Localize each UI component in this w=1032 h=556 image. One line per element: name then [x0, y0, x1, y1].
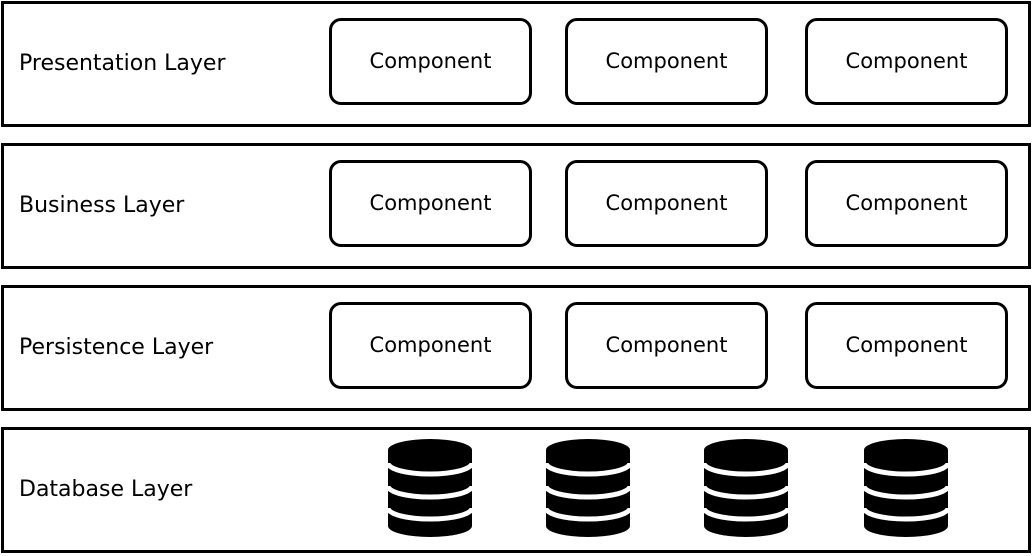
layer-label: Database Layer: [19, 477, 193, 502]
component-box: Component: [329, 302, 532, 389]
database-icon: [863, 439, 949, 537]
component-box: Component: [565, 18, 768, 105]
persistence-layer: Persistence Layer Component Component Co…: [1, 285, 1031, 411]
layer-label: Persistence Layer: [19, 335, 214, 360]
database-icon: [387, 439, 473, 537]
business-layer: Business Layer Component Component Compo…: [1, 143, 1031, 269]
component-box: Component: [565, 160, 768, 247]
presentation-layer: Presentation Layer Component Component C…: [1, 1, 1031, 127]
database-icon: [703, 439, 789, 537]
component-box: Component: [329, 160, 532, 247]
component-box: Component: [805, 18, 1008, 105]
layer-label: Business Layer: [19, 193, 185, 218]
database-icon: [545, 439, 631, 537]
component-box: Component: [329, 18, 532, 105]
component-box: Component: [805, 302, 1008, 389]
component-box: Component: [565, 302, 768, 389]
layer-label: Presentation Layer: [19, 51, 226, 76]
database-layer: Database Layer: [1, 427, 1031, 553]
component-box: Component: [805, 160, 1008, 247]
